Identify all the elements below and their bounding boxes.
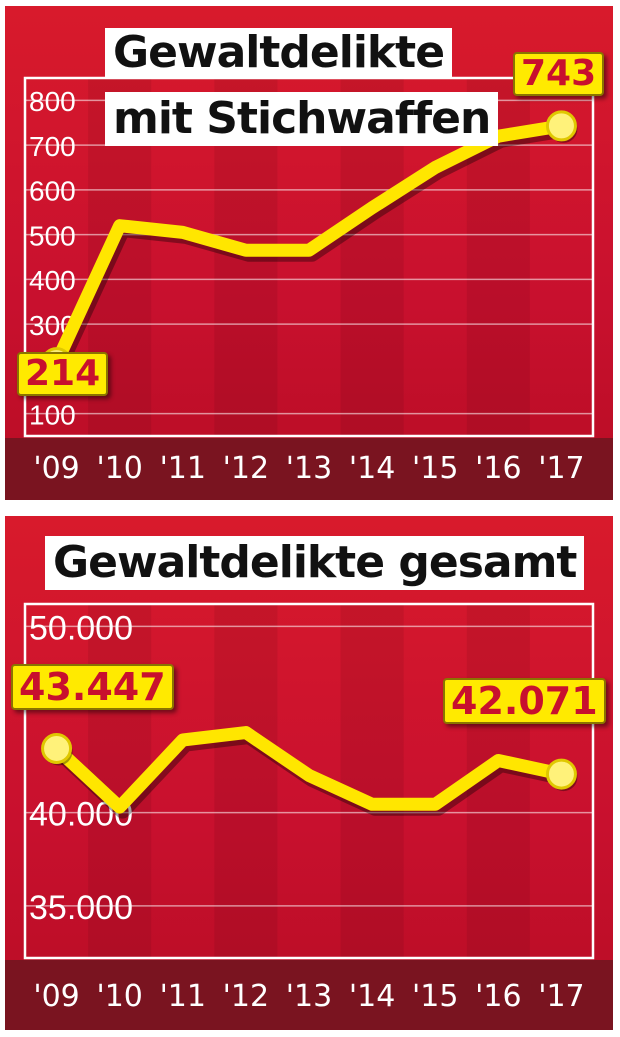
chart-title: Gewaltdelikte gesamt bbox=[45, 536, 585, 590]
column-band bbox=[214, 604, 278, 958]
y-tick-label: 800 bbox=[29, 86, 76, 117]
y-tick-label: 600 bbox=[29, 176, 76, 207]
y-tick-label: 700 bbox=[29, 131, 76, 162]
data-point bbox=[41, 732, 73, 764]
x-tick-label: '10 bbox=[96, 979, 142, 1014]
x-tick-label: '15 bbox=[412, 979, 458, 1014]
plot-frame bbox=[23, 76, 595, 438]
x-axis-band bbox=[5, 960, 613, 1030]
x-tick-label: '15 bbox=[412, 451, 458, 486]
y-tick-label: 500 bbox=[29, 220, 76, 251]
x-tick-label: '09 bbox=[33, 451, 79, 486]
x-tick-label: '11 bbox=[160, 979, 206, 1014]
y-tick-label: 400 bbox=[29, 265, 76, 296]
y-tick-label: 50.000 bbox=[29, 609, 133, 647]
x-tick-label: '14 bbox=[349, 451, 395, 486]
x-tick-label: '12 bbox=[223, 451, 269, 486]
chart-title-line1: Gewaltdelikte bbox=[105, 28, 453, 78]
x-axis-band bbox=[5, 438, 613, 500]
start-value-label: 43.447 bbox=[11, 664, 174, 710]
x-tick-label: '16 bbox=[475, 979, 521, 1014]
y-tick-label: 100 bbox=[29, 399, 76, 430]
column-band bbox=[340, 604, 404, 958]
plot-frame bbox=[23, 602, 595, 960]
series-line bbox=[50, 119, 568, 370]
start-value-label: 214 bbox=[17, 352, 109, 396]
x-tick-label: '12 bbox=[223, 979, 269, 1014]
x-tick-label: '09 bbox=[33, 979, 79, 1014]
end-value-label: 42.071 bbox=[443, 678, 606, 724]
x-tick-label: '16 bbox=[475, 451, 521, 486]
series-line bbox=[50, 726, 568, 814]
x-tick-label: '14 bbox=[349, 979, 395, 1014]
x-tick-label: '13 bbox=[286, 979, 332, 1014]
x-tick-label: '17 bbox=[538, 451, 584, 486]
x-tick-label: '10 bbox=[96, 451, 142, 486]
data-point bbox=[545, 110, 577, 142]
end-value-label: 743 bbox=[513, 52, 605, 96]
x-tick-label: '13 bbox=[286, 451, 332, 486]
chart-title-line2: mit Stichwaffen bbox=[105, 92, 499, 146]
data-point bbox=[545, 758, 577, 790]
total-violent-crime-chart-panel: 35.000 40.000 50.000'09'10'11'12'13'14'15 '… bbox=[5, 516, 613, 1030]
x-tick-label: '17 bbox=[538, 979, 584, 1014]
knife-crime-chart-panel: 100 300 400 500 600 700 800'09'10'11'12'13'14 '… bbox=[5, 6, 613, 500]
y-tick-label: 35.000 bbox=[29, 889, 133, 927]
x-tick-label: '11 bbox=[160, 451, 206, 486]
